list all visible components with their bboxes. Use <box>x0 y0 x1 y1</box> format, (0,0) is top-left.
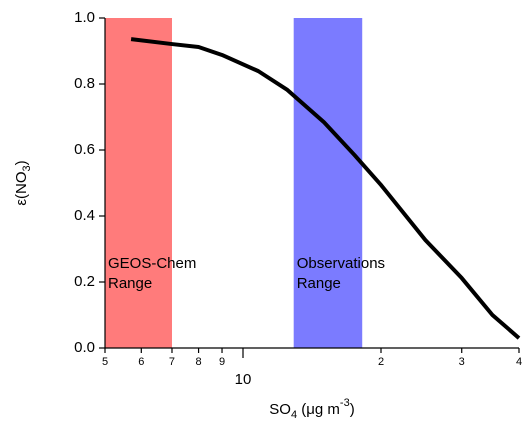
range-band <box>293 18 363 348</box>
x-minor-tick-label: 4 <box>516 356 522 368</box>
x-minor-tick-label: 9 <box>219 356 225 368</box>
range-label: Range <box>297 275 341 292</box>
y-tick-label: 0.6 <box>74 141 95 158</box>
x-minor-tick-label: 3 <box>459 356 465 368</box>
x-axis-label: SO4 (μg m-3) <box>269 397 354 421</box>
range-band <box>105 18 172 348</box>
x-minor-tick-label: 7 <box>169 356 175 368</box>
x-minor-tick-label: 6 <box>138 356 144 368</box>
y-axis-label: ε(NO3) <box>13 160 33 205</box>
x-tick-label: 10 <box>235 371 252 388</box>
x-minor-tick-label: 2 <box>378 356 384 368</box>
range-label: Range <box>108 275 152 292</box>
y-tick-label: 0.8 <box>74 75 95 92</box>
y-tick-label: 1.0 <box>74 9 95 26</box>
y-tick-label: 0.0 <box>74 339 95 356</box>
x-minor-tick-label: 5 <box>102 356 108 368</box>
range-label: Observations <box>297 255 385 272</box>
y-tick-label: 0.4 <box>74 207 95 224</box>
range-label: GEOS-Chem <box>108 255 196 272</box>
y-tick-label: 0.2 <box>74 273 95 290</box>
line <box>130 37 521 340</box>
x-minor-tick-label: 8 <box>196 356 202 368</box>
